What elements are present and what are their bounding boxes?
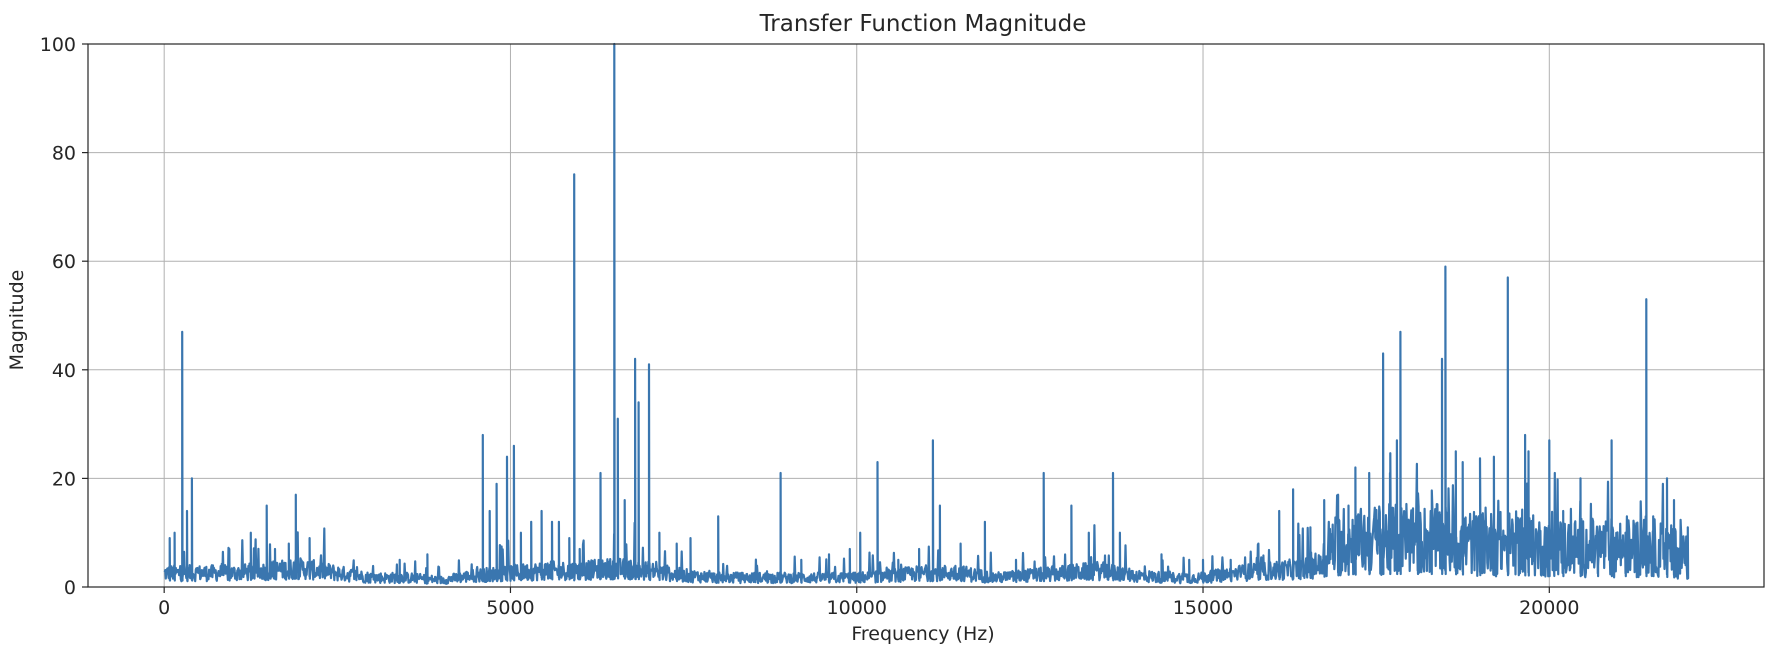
y-tick-label: 0 bbox=[64, 577, 76, 599]
y-tick-label: 40 bbox=[52, 360, 76, 382]
series-layer bbox=[163, 42, 1690, 585]
x-tick-label: 15000 bbox=[1173, 597, 1233, 619]
y-tick-label: 100 bbox=[40, 34, 76, 56]
x-tick-label: 0 bbox=[158, 597, 170, 619]
y-tick-label: 60 bbox=[52, 251, 76, 273]
series-line bbox=[163, 42, 1690, 585]
x-tick-label: 5000 bbox=[486, 597, 534, 619]
y-axis-label: Magnitude bbox=[6, 270, 28, 371]
y-tick-label: 80 bbox=[52, 143, 76, 165]
y-tick-label: 20 bbox=[52, 468, 76, 490]
axes: 0 5000 10000 15000 20000 0 20 40 60 80 100 bbox=[40, 34, 1765, 619]
x-axis-label: Frequency (Hz) bbox=[851, 623, 994, 645]
x-tick-label: 20000 bbox=[1519, 597, 1579, 619]
x-tick-label: 10000 bbox=[827, 597, 887, 619]
grid bbox=[88, 43, 1764, 588]
plot-frame bbox=[87, 43, 1765, 588]
chart-title: Transfer Function Magnitude bbox=[759, 11, 1087, 37]
